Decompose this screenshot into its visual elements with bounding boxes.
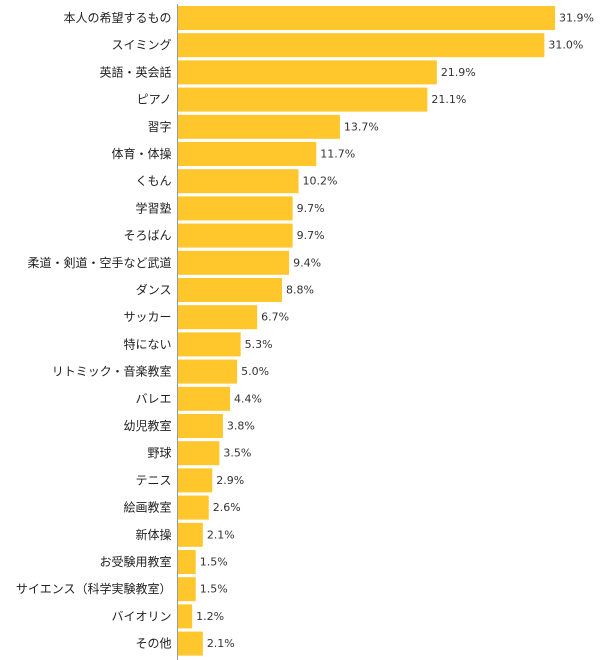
value-labels-group: 31.9% 31.0% 21.9% 21.1% 13.7% 11.7% 10.2% 9.7% 9… [196, 12, 594, 651]
value-label: 5.3% [245, 338, 273, 351]
category-label: 柔道・剣道・空手など武道 [27, 256, 171, 270]
category-label: お受験用教室 [99, 554, 171, 569]
value-label: 8.8% [286, 284, 314, 297]
bar [178, 359, 238, 384]
value-label: 3.5% [223, 447, 251, 460]
bar [178, 386, 230, 411]
value-label: 31.0% [548, 39, 583, 52]
value-label: 1.2% [196, 610, 224, 623]
value-label: 1.5% [200, 556, 228, 569]
value-label: 10.2% [303, 175, 338, 188]
value-label: 2.9% [216, 474, 244, 487]
bar [178, 468, 213, 493]
category-labels-group: 本人の希望するものスイミング英語・英会話ピアノ習字体育・体操くもん学習塾そろばん… [16, 10, 172, 651]
category-label: 野球 [147, 446, 171, 460]
value-label: 2.6% [213, 501, 241, 514]
bar [178, 495, 209, 520]
category-label: その他 [135, 637, 171, 651]
value-label: 5.0% [241, 365, 269, 378]
bar [178, 223, 293, 248]
category-label: そろばん [123, 229, 171, 243]
category-label: 学習塾 [135, 200, 171, 215]
value-label: 4.4% [234, 392, 262, 405]
value-label: 2.1% [207, 528, 235, 541]
category-label: サッカー [123, 310, 171, 324]
category-label: サイエンス（科学実験教室） [16, 581, 172, 596]
value-label: 1.5% [200, 583, 228, 596]
value-label: 9.7% [297, 202, 325, 215]
bar [178, 604, 193, 629]
bar [178, 332, 241, 357]
category-label: 絵画教室 [123, 500, 171, 515]
value-label: 21.9% [441, 66, 476, 79]
bar [178, 60, 437, 85]
category-label: 習字 [147, 119, 171, 134]
bar [178, 631, 203, 656]
category-label: 幼児教室 [123, 418, 171, 433]
value-label: 11.7% [320, 148, 355, 161]
value-label: 3.8% [227, 420, 255, 433]
value-label: 9.7% [297, 229, 325, 242]
category-label: スイミング [111, 38, 171, 52]
bars-group [178, 6, 555, 656]
bar [178, 577, 196, 602]
category-label: テニス [135, 473, 171, 487]
value-label: 31.9% [559, 12, 594, 25]
bar [178, 250, 290, 275]
category-label: リトミック・音楽教室 [52, 364, 172, 379]
value-label: 13.7% [344, 120, 379, 133]
category-label: バイオリン [111, 609, 171, 623]
category-label: 本人の希望するもの [63, 10, 171, 25]
bar [178, 522, 203, 547]
bar [178, 441, 220, 466]
category-label: ダンス [136, 282, 172, 297]
bar [178, 550, 196, 574]
bar [178, 33, 545, 58]
bar [178, 114, 340, 139]
value-label: 9.4% [293, 256, 321, 269]
bar [178, 278, 282, 302]
bar [178, 305, 258, 330]
category-label: くもん [135, 174, 171, 188]
bar [178, 87, 428, 112]
bar [178, 6, 555, 30]
category-label: 新体操 [135, 527, 171, 542]
category-label: 特にない [123, 336, 171, 351]
category-label: ピアノ [137, 93, 172, 107]
bar [178, 196, 293, 221]
bar [178, 142, 317, 166]
category-label: 体育・体操 [111, 146, 171, 161]
bar [178, 169, 299, 194]
category-label: バレエ [135, 392, 171, 406]
category-label: 英語・英会話 [99, 64, 171, 79]
value-label: 21.1% [431, 93, 466, 106]
bar [178, 414, 223, 438]
value-label: 2.1% [207, 637, 235, 650]
value-label: 6.7% [261, 311, 289, 324]
